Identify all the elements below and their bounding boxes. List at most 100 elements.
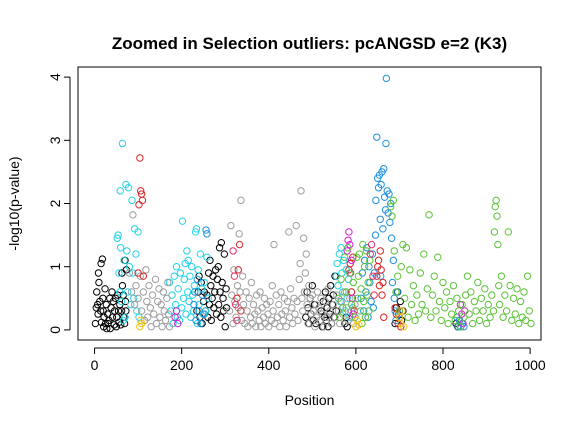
data-point xyxy=(355,321,363,329)
data-point xyxy=(373,133,381,141)
data-point xyxy=(139,288,148,296)
data-point xyxy=(326,307,334,315)
data-point xyxy=(344,316,352,325)
data-point xyxy=(296,259,304,268)
data-point xyxy=(238,272,247,280)
data-point xyxy=(96,307,105,315)
data-point xyxy=(356,307,364,315)
data-point xyxy=(338,269,346,277)
data-point xyxy=(316,316,324,325)
data-point xyxy=(195,307,203,315)
data-point xyxy=(180,275,188,284)
data-point xyxy=(353,294,362,302)
data-point xyxy=(220,250,229,258)
data-point xyxy=(204,269,213,277)
data-point xyxy=(515,319,523,328)
data-point xyxy=(132,281,140,290)
data-point xyxy=(130,300,139,309)
data-point xyxy=(380,313,388,321)
y-axis-label: -log10(p-value) xyxy=(6,156,22,250)
data-point xyxy=(150,310,158,318)
data-point xyxy=(337,275,345,284)
data-point xyxy=(133,307,141,315)
data-point xyxy=(313,288,322,296)
data-point xyxy=(233,281,242,290)
data-point xyxy=(347,256,356,265)
data-point xyxy=(308,291,317,299)
data-point xyxy=(388,212,396,220)
data-point xyxy=(385,190,393,198)
data-point xyxy=(337,244,345,252)
data-point xyxy=(345,228,353,236)
data-point xyxy=(277,288,285,296)
data-point xyxy=(504,228,513,236)
data-point xyxy=(522,316,530,325)
data-point xyxy=(215,244,224,252)
data-point xyxy=(117,297,126,306)
data-point xyxy=(509,294,518,302)
data-point xyxy=(482,319,491,328)
data-point xyxy=(191,288,199,296)
data-point xyxy=(309,307,318,315)
data-point xyxy=(488,291,496,299)
data-point xyxy=(461,291,470,299)
data-point xyxy=(361,313,370,321)
data-point xyxy=(190,300,198,309)
data-point xyxy=(147,323,155,331)
data-point xyxy=(108,313,117,321)
data-point xyxy=(247,278,256,287)
data-point xyxy=(453,294,461,302)
data-point xyxy=(400,294,409,302)
data-point xyxy=(339,304,347,312)
data-point xyxy=(207,281,215,290)
data-point xyxy=(218,278,226,287)
data-point xyxy=(124,184,133,192)
y-tick-label: 0 xyxy=(47,326,63,334)
data-point xyxy=(304,304,312,312)
data-point xyxy=(437,316,445,325)
data-point xyxy=(170,272,178,280)
data-point xyxy=(137,307,146,315)
data-point xyxy=(237,196,245,205)
data-point xyxy=(128,196,136,205)
data-point xyxy=(324,285,332,293)
data-point xyxy=(456,323,465,331)
data-point xyxy=(227,221,235,230)
data-point xyxy=(137,319,146,328)
data-point xyxy=(198,291,207,299)
data-point xyxy=(137,187,145,195)
data-point xyxy=(160,307,168,315)
data-point xyxy=(192,225,201,233)
data-point xyxy=(252,323,260,331)
data-point xyxy=(468,319,477,328)
data-point xyxy=(196,250,205,258)
data-point xyxy=(347,300,356,309)
data-point xyxy=(233,316,241,325)
data-point xyxy=(463,272,472,280)
data-point xyxy=(110,307,119,315)
data-point xyxy=(301,269,310,277)
data-point xyxy=(297,187,305,195)
data-point xyxy=(406,266,414,274)
data-point xyxy=(363,291,371,299)
data-point xyxy=(136,154,144,162)
data-point xyxy=(525,307,533,315)
data-point xyxy=(134,294,142,302)
data-point xyxy=(176,269,185,277)
data-point xyxy=(145,281,153,290)
data-point xyxy=(339,256,348,265)
data-point xyxy=(159,288,168,296)
data-point xyxy=(492,196,500,205)
y-tick-label: 3 xyxy=(47,136,63,144)
data-point xyxy=(409,281,418,290)
data-point xyxy=(203,253,211,261)
data-point xyxy=(234,266,242,274)
data-point xyxy=(200,278,209,287)
data-point xyxy=(231,300,240,309)
data-point xyxy=(342,304,350,312)
data-point xyxy=(127,288,136,296)
data-point xyxy=(360,297,368,306)
data-point xyxy=(214,262,222,271)
data-point xyxy=(235,240,244,249)
data-point xyxy=(460,313,468,321)
